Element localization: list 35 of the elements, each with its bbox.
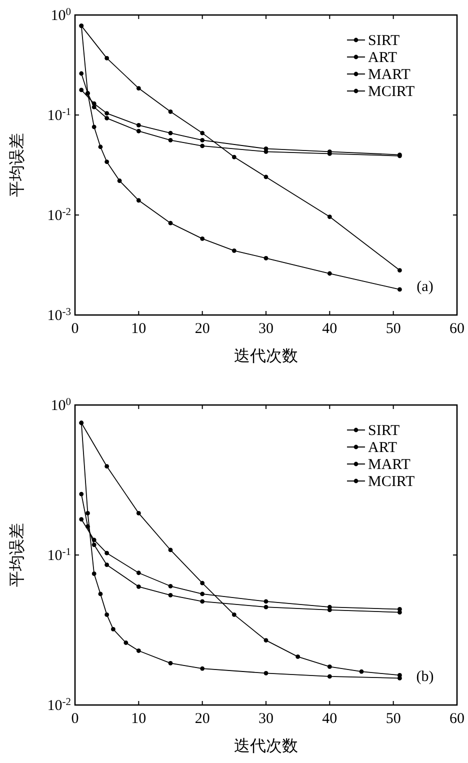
legend-label: MART [368, 67, 410, 83]
y-tick-label: 10$^{0}$ [50, 6, 71, 24]
x-tick-label: 40 [322, 321, 338, 337]
y-tick-label: 10$^{-1}$ [47, 106, 71, 124]
x-axis-title: 迭代次数 [234, 736, 298, 755]
x-tick-label: 0 [71, 321, 79, 337]
x-tick-label: 50 [386, 321, 401, 337]
y-axis-title: 平均误差 [7, 133, 26, 197]
legend-label: MCIRT [368, 84, 415, 100]
y-tick-label: 10$^{-3}$ [47, 306, 71, 324]
legend-label: MCIRT [368, 474, 415, 490]
annotation: (b) [416, 669, 434, 685]
y-tick-label: 10$^{0}$ [50, 396, 71, 414]
x-tick-label: 40 [322, 711, 338, 727]
y-tick-label: 10$^{-1}$ [47, 546, 71, 564]
x-tick-label: 20 [194, 321, 210, 337]
x-tick-label: 30 [258, 711, 274, 727]
x-tick-label: 50 [386, 711, 401, 727]
x-tick-label: 10 [131, 711, 146, 727]
x-tick-label: 0 [71, 711, 79, 727]
x-tick-label: 60 [450, 711, 464, 727]
x-tick-label: 20 [194, 711, 210, 727]
annotation: (a) [416, 279, 434, 295]
x-tick-label: 10 [131, 321, 146, 337]
legend-label: ART [368, 440, 398, 456]
legend-label: SIRT [368, 423, 400, 439]
x-tick-label: 60 [450, 321, 464, 337]
y-axis-title: 平均误差 [7, 523, 26, 587]
x-axis-title: 迭代次数 [234, 346, 298, 365]
legend-label: SIRT [368, 33, 400, 49]
legend-label: MART [368, 457, 410, 473]
legend-label: ART [368, 50, 398, 66]
y-tick-label: 10$^{-2}$ [47, 206, 71, 224]
x-tick-label: 30 [258, 321, 274, 337]
y-tick-label: 10$^{-2}$ [47, 696, 71, 714]
